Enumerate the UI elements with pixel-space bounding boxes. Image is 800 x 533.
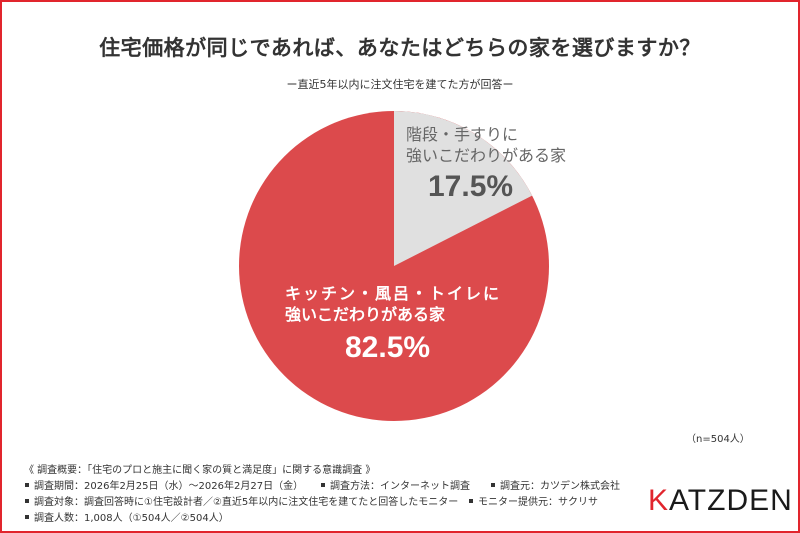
slice-label-line: 階段・手すりに	[406, 125, 519, 144]
footer-col: 調査方法：インターネット調査	[320, 479, 470, 495]
footer-col: モニター提供元：サクリサ	[468, 495, 598, 511]
survey-footer: 《 調査概要：「住宅のプロと施主に聞く家の質と満足度」に関する意識調査 》 調査…	[24, 463, 620, 527]
logo-rest: ATZDEN	[669, 484, 793, 517]
slice-label-stairs: 階段・手すりに 強いこだわりがある家 17.5%	[406, 125, 566, 206]
survey-provider: モニター提供元：サクリサ	[478, 497, 598, 508]
slice-label-kitchen: キッチン・風呂・トイレに 強いこだわりがある家 82.5%	[285, 284, 501, 367]
bullet-icon	[469, 499, 473, 503]
sample-size-note: （n=504人）	[686, 434, 750, 445]
survey-method: 調査方法：インターネット調査	[330, 481, 470, 492]
footer-col: 調査元：カツデン株式会社	[490, 479, 620, 495]
pie-slice-stairs	[394, 111, 533, 266]
footer-row: 調査期間：2026年2月25日（水）～2026年2月27日（金） 調査方法：イン…	[24, 479, 620, 495]
footer-row: 調査対象：調査回答時に①住宅設計者／②直近5年以内に注文住宅を建てたと回答したモ…	[24, 495, 598, 511]
slice-label-line: キッチン・風呂・トイレに	[285, 284, 502, 303]
survey-source: 調査元：カツデン株式会社	[500, 481, 620, 492]
bullet-icon	[25, 515, 29, 519]
slice-percent: 17.5%	[428, 169, 514, 203]
slice-label-line: 強いこだわりがある家	[285, 304, 446, 324]
slice-percent: 82.5%	[345, 330, 431, 364]
survey-period: 調査期間：2026年2月25日（水）～2026年2月27日（金）	[34, 481, 304, 492]
chart-subtitle: ー直近5年以内に注文住宅を建てた方が回答ー	[286, 78, 514, 91]
bullet-icon	[25, 499, 29, 503]
bullet-icon	[321, 483, 325, 487]
bullet-icon	[491, 483, 495, 487]
survey-target: 調査対象：調査回答時に①住宅設計者／②直近5年以内に注文住宅を建てたと回答したモ…	[34, 497, 459, 508]
slice-label-line: 強いこだわりがある家	[406, 145, 567, 165]
katzden-logo: KATZDEN	[648, 484, 793, 518]
survey-overview: 《 調査概要：「住宅のプロと施主に聞く家の質と満足度」に関する意識調査 》	[24, 465, 376, 476]
chart-title: 住宅価格が同じであれば、あなたはどちらの家を選びますか？	[99, 36, 701, 60]
bullet-icon	[25, 483, 29, 487]
survey-count: 調査人数：1,008人（①504人／②504人）	[34, 513, 229, 524]
logo-k: K	[648, 484, 670, 517]
footer-row: 調査人数：1,008人（①504人／②504人）	[24, 511, 458, 527]
